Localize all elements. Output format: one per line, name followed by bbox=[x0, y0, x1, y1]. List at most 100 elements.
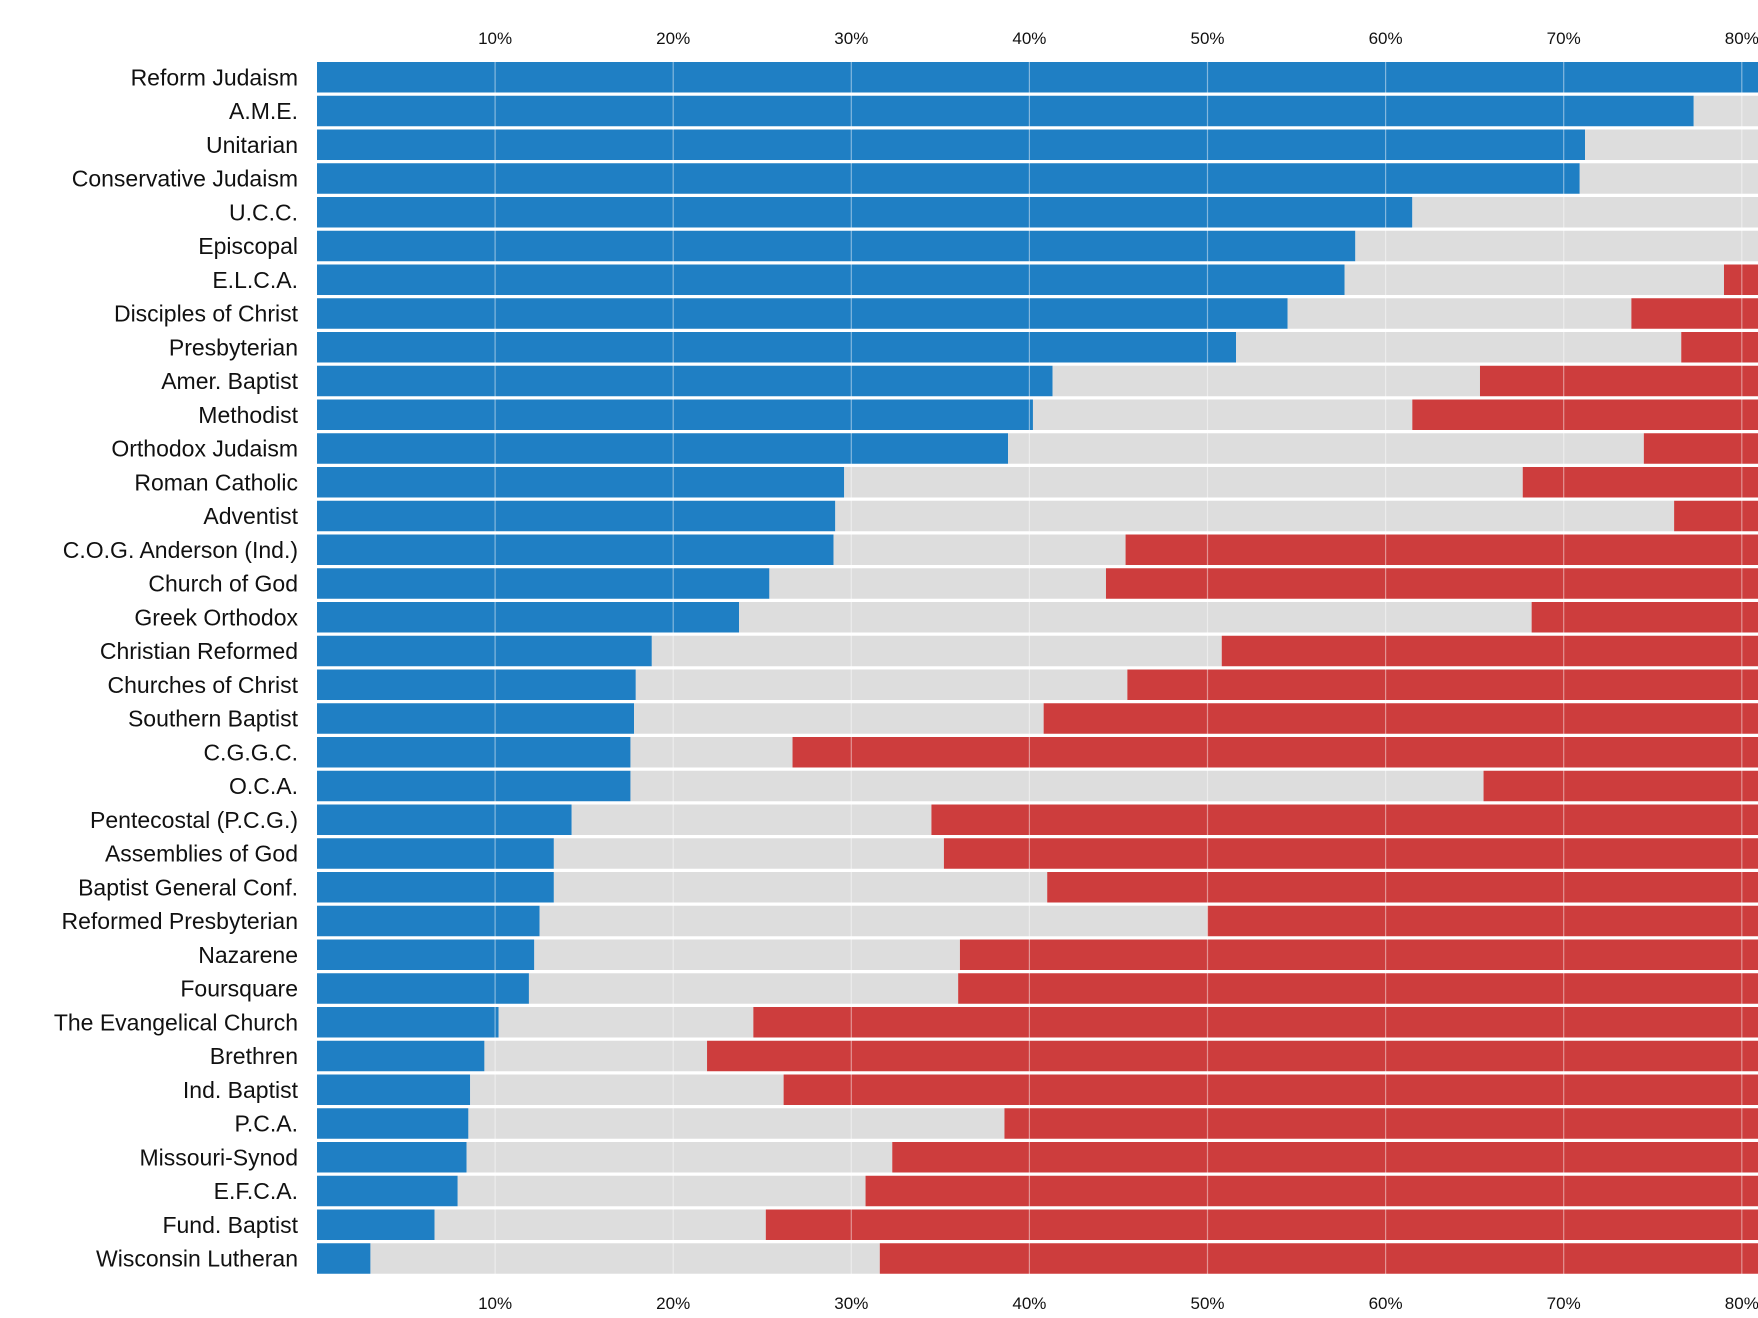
bar-blue-segment bbox=[317, 635, 652, 667]
category-label: Southern Baptist bbox=[128, 706, 299, 732]
bar-blue-segment bbox=[317, 467, 845, 498]
bar-gray-segment bbox=[739, 602, 1532, 633]
bar-gray-segment bbox=[1355, 230, 1758, 262]
tick-label-top: 80% bbox=[1725, 29, 1758, 48]
category-label: Conservative Judaism bbox=[72, 166, 298, 192]
bar-red-segment bbox=[1631, 298, 1758, 329]
bar-red-segment bbox=[1479, 365, 1758, 397]
bar-red-segment bbox=[1531, 602, 1758, 633]
category-label: Foursquare bbox=[180, 976, 298, 1002]
bar-gray-segment bbox=[630, 737, 793, 768]
bar-gray-segment bbox=[1412, 197, 1758, 228]
bar-blue-segment bbox=[317, 230, 1356, 262]
bar-gray-segment bbox=[1579, 163, 1758, 194]
bar-gray-segment bbox=[571, 804, 932, 835]
category-label: The Evangelical Church bbox=[54, 1009, 298, 1035]
bar-blue-segment bbox=[317, 95, 1694, 127]
bar-blue-segment bbox=[317, 804, 572, 835]
category-label: Baptist General Conf. bbox=[78, 874, 298, 900]
bar-blue-segment bbox=[317, 905, 540, 937]
bar-red-segment bbox=[931, 804, 1758, 835]
category-label: Church of God bbox=[148, 571, 298, 597]
category-label: Orthodox Judaism bbox=[111, 436, 298, 462]
bar-blue-segment bbox=[317, 1243, 371, 1274]
bar-gray-segment bbox=[370, 1243, 880, 1274]
tick-label-bottom: 60% bbox=[1369, 1294, 1403, 1313]
gridlines-layer bbox=[494, 62, 1743, 1274]
bar-gray-segment bbox=[1344, 264, 1724, 295]
category-label: Nazarene bbox=[198, 942, 298, 968]
bar-gray-segment bbox=[651, 635, 1222, 667]
category-label: Brethren bbox=[210, 1043, 298, 1069]
bar-blue-segment bbox=[317, 568, 770, 599]
bar-red-segment bbox=[1674, 500, 1758, 532]
bar-red-segment bbox=[1643, 433, 1758, 464]
tick-label-bottom: 50% bbox=[1190, 1294, 1224, 1313]
category-label: Wisconsin Lutheran bbox=[96, 1246, 298, 1272]
category-label: Assemblies of God bbox=[105, 841, 298, 867]
bar-blue-segment bbox=[317, 1142, 467, 1173]
bar-gray-segment bbox=[434, 1209, 766, 1240]
category-label: Missouri-Synod bbox=[140, 1144, 299, 1170]
category-label: Unitarian bbox=[206, 132, 298, 158]
bar-gray-segment bbox=[769, 568, 1106, 599]
bars-layer bbox=[317, 62, 1758, 1274]
tick-label-bottom: 10% bbox=[478, 1294, 512, 1313]
bar-blue-segment bbox=[317, 1108, 469, 1139]
bar-red-segment bbox=[1723, 264, 1758, 295]
bar-blue-segment bbox=[317, 399, 1033, 430]
bar-red-segment bbox=[1221, 635, 1758, 667]
bar-blue-segment bbox=[317, 163, 1580, 194]
bar-gray-segment bbox=[844, 467, 1523, 498]
category-label: Reform Judaism bbox=[131, 64, 298, 90]
bar-blue-segment bbox=[317, 500, 836, 532]
bar-gray-segment bbox=[634, 703, 1044, 734]
bar-red-segment bbox=[753, 1007, 1758, 1038]
category-label: Episcopal bbox=[198, 233, 298, 259]
bar-gray-segment bbox=[1585, 129, 1758, 160]
x-axis-bottom: 10% 20% 30% 40% 50% 60% 70% 80% bbox=[478, 1294, 1758, 1313]
bar-blue-segment bbox=[317, 939, 535, 970]
bar-gray-segment bbox=[635, 669, 1128, 700]
bar-gray-segment bbox=[528, 973, 959, 1004]
tick-label-bottom: 30% bbox=[834, 1294, 868, 1313]
tick-label-top: 70% bbox=[1547, 29, 1581, 48]
bar-blue-segment bbox=[317, 534, 834, 565]
bar-red-segment bbox=[1681, 332, 1758, 363]
bar-gray-segment bbox=[553, 872, 1048, 903]
bar-gray-segment bbox=[553, 838, 944, 869]
bar-red-segment bbox=[1207, 905, 1758, 937]
category-label: Ind. Baptist bbox=[183, 1077, 299, 1103]
bar-red-segment bbox=[879, 1243, 1758, 1274]
bar-gray-segment bbox=[539, 905, 1208, 937]
bar-blue-segment bbox=[317, 332, 1236, 363]
bar-blue-segment bbox=[317, 770, 631, 802]
bar-gray-segment bbox=[466, 1142, 893, 1173]
category-label: Fund. Baptist bbox=[162, 1212, 298, 1238]
tick-label-bottom: 70% bbox=[1547, 1294, 1581, 1313]
category-label: Disciples of Christ bbox=[114, 301, 299, 327]
bar-red-segment bbox=[1522, 467, 1758, 498]
category-label: Presbyterian bbox=[169, 334, 298, 360]
bar-red-segment bbox=[783, 1074, 1758, 1105]
category-label: E.L.C.A. bbox=[212, 267, 298, 293]
bar-gray-segment bbox=[1008, 433, 1644, 464]
category-label: Methodist bbox=[198, 402, 298, 428]
tick-label-top: 30% bbox=[834, 29, 868, 48]
bar-red-segment bbox=[1127, 669, 1758, 700]
category-label: E.F.C.A. bbox=[214, 1178, 298, 1204]
bar-gray-segment bbox=[470, 1074, 784, 1105]
bar-blue-segment bbox=[317, 298, 1288, 329]
bar-gray-segment bbox=[1236, 332, 1682, 363]
bar-gray-segment bbox=[468, 1108, 1005, 1139]
bar-blue-segment bbox=[317, 703, 635, 734]
bar-red-segment bbox=[1047, 872, 1758, 903]
tick-label-top: 40% bbox=[1012, 29, 1046, 48]
bar-gray-segment bbox=[833, 534, 1126, 565]
category-label: C.G.G.C. bbox=[203, 739, 298, 765]
bar-gray-segment bbox=[498, 1007, 754, 1038]
category-labels: Reform Judaism A.M.E. Unitarian Conservativ… bbox=[54, 64, 299, 1271]
category-label: Churches of Christ bbox=[108, 672, 299, 698]
bar-red-segment bbox=[958, 973, 1758, 1004]
bar-red-segment bbox=[707, 1040, 1758, 1072]
